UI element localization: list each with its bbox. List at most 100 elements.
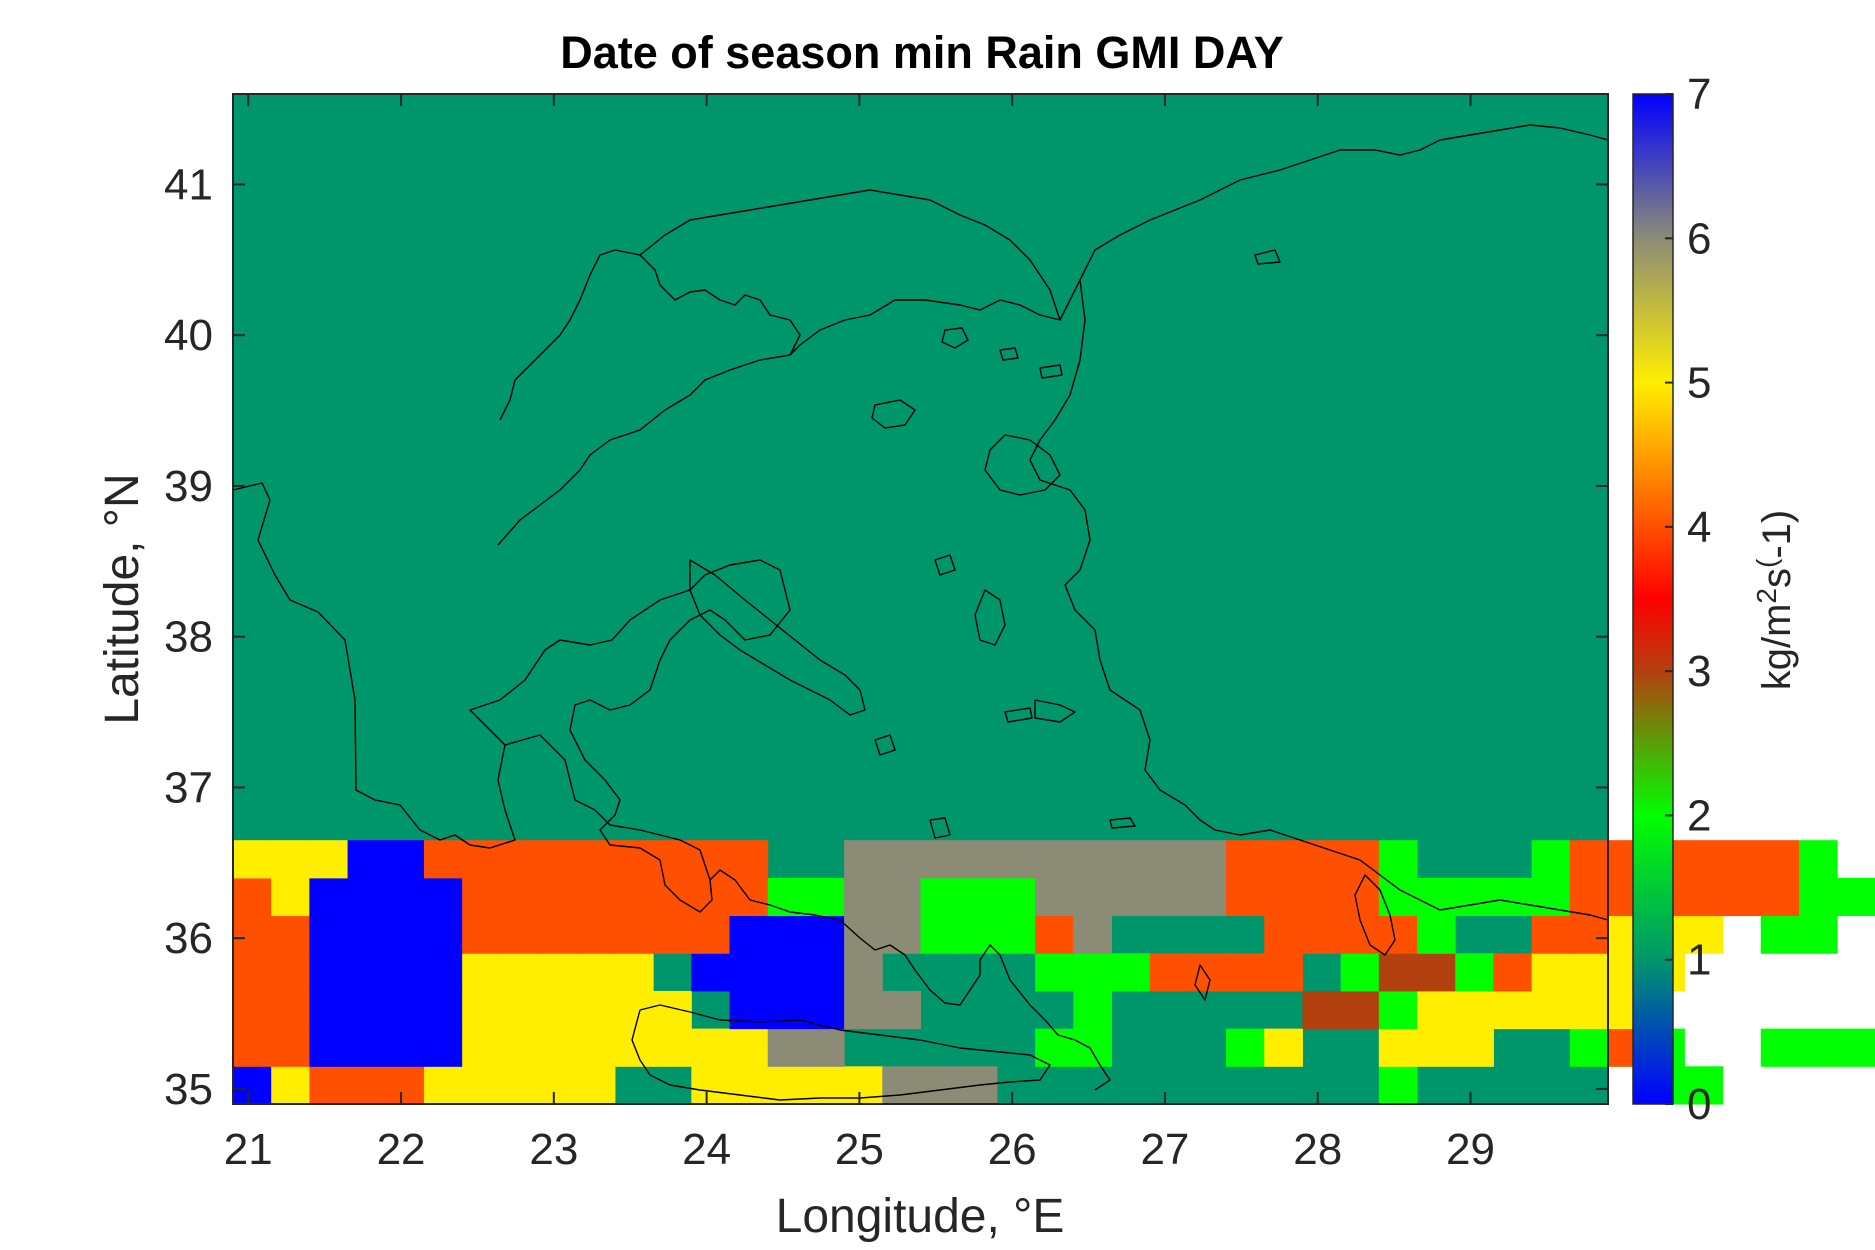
grid-cell [691,1066,731,1105]
coastline-thasos [941,327,969,349]
grid-cell [614,915,654,954]
grid-cell [500,1028,540,1067]
grid-cell [691,953,731,992]
grid-cell [1417,990,1456,1030]
grid-cell [920,915,960,954]
grid-cell [500,877,540,917]
grid-cell [1302,915,1342,954]
grid-cell [1569,840,1609,879]
grid-cell [423,953,463,992]
grid-cell [653,915,692,954]
grid-cell [1569,990,1609,1030]
grid-cell [1378,990,1418,1030]
grid-cell [538,1066,578,1105]
grid-cell [1264,840,1303,879]
grid-cell [958,877,998,917]
grid-cell [1187,953,1227,992]
grid-cell [958,915,998,954]
grid-cell [233,1066,272,1105]
colorbar-tick-label: 4 [1687,503,1711,552]
grid-cell [805,877,845,917]
coastline-lesvos [984,434,1061,496]
grid-cell [385,990,425,1030]
grid-cell [1760,1028,1800,1067]
x-tick-label: 28 [1293,1125,1342,1174]
grid-cell [271,915,310,954]
grid-cell [1302,840,1342,879]
grid-cell [614,953,654,992]
grid-cell [1035,877,1074,917]
grid-cell [233,840,272,879]
y-tick-label: 35 [164,1065,213,1114]
grid-cell [1302,990,1342,1030]
coastline-chalkidiki [499,249,801,421]
grid-cell [1073,877,1112,917]
grid-cell [1837,1028,1875,1067]
colorbar-tick-label: 3 [1687,647,1711,696]
grid-cell [462,953,501,992]
coastline-thrace-turkey-north [639,189,1061,321]
grid-cell [1149,840,1189,879]
grid-cell [1684,915,1724,954]
grid-cell [1569,1028,1609,1067]
grid-cell [1760,915,1800,954]
grid-cell [1149,953,1189,992]
grid-cell [767,915,807,954]
grid-cell [347,840,387,879]
grid-cell [1531,915,1571,954]
coastline-crete [631,1004,1051,1101]
y-axis: 35 36 37 38 39 40 41 [164,160,1608,1114]
grid-cell [1264,877,1303,917]
grid-cell [882,1066,921,1105]
grid-cell [1493,877,1533,917]
coastline-samothrace [999,347,1019,361]
colorbar-tick-label: 7 [1687,70,1711,119]
grid-cell [1264,915,1303,954]
grid-cell [1569,877,1609,917]
grid-cell [767,877,807,917]
grid-cell [309,1066,349,1105]
grid-cell [920,840,960,879]
grid-cell [614,877,654,917]
grid-cell [614,990,654,1030]
grid-cell [882,990,921,1030]
grid-cell [844,915,883,954]
x-axis: 21 22 23 24 25 26 27 28 29 [224,94,1495,1174]
grid-cell [347,1028,387,1067]
grid-cell [729,915,769,954]
x-tick-label: 29 [1446,1125,1495,1174]
grid-cell [729,1066,769,1105]
grid-cell [1073,990,1112,1030]
chart-title: Date of season min Rain GMI DAY [560,27,1284,78]
colorbar-axis: 0 1 2 3 4 5 6 7 [1665,70,1711,1129]
grid-cell [1684,1066,1724,1105]
grid-cell [347,877,387,917]
grid-cell [1417,877,1456,917]
grid-cell [1569,915,1609,954]
grid-cell [576,1028,616,1067]
grid-cell [767,953,807,992]
grid-cell [691,1028,731,1067]
grid-cell [1569,953,1609,992]
coastline-anatolia-west [1029,279,1609,921]
grid-cell [1111,953,1151,992]
grid-cell [500,1066,540,1105]
grid-cell [1073,1028,1112,1067]
grid-cell [538,915,578,954]
grid-cell [538,877,578,917]
y-tick-label: 36 [164,914,213,963]
grid-cell [1531,877,1571,917]
colorbar-tick-label: 2 [1687,791,1711,840]
grid-cell [576,953,616,992]
grid-cell [844,877,883,917]
grid-cell [653,990,692,1030]
grid-cell [462,1066,501,1105]
grid-cell [844,953,883,992]
grid-cell [1722,840,1762,879]
coastline-north-aegean [497,124,1609,546]
grid-cell [576,877,616,917]
grid-cell [233,990,272,1030]
x-tick-label: 23 [529,1125,578,1174]
x-tick-label: 24 [682,1125,731,1174]
grid-cell [423,840,463,879]
